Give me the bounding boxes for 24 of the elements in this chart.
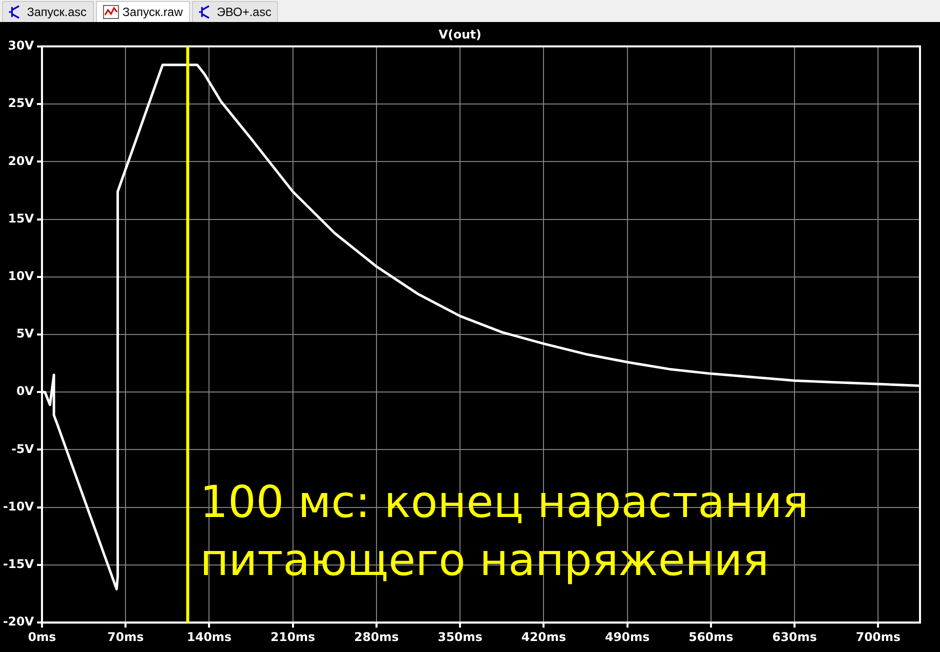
x-tick-label: 630ms [772, 630, 817, 644]
y-tick-label: -5V [11, 442, 35, 456]
y-tick-label: 30V [8, 38, 35, 53]
x-tick-label: 560ms [688, 630, 734, 644]
x-tick-label: 210ms [270, 630, 316, 644]
x-tick-label: 350ms [438, 630, 482, 644]
annotation: 100 мс: конец нарастания питающего напряжения [200, 476, 810, 588]
x-tick-label: 490ms [604, 630, 650, 644]
y-tick-label: -20V [3, 614, 35, 629]
y-tick-label: 5V [16, 326, 35, 341]
y-tick-label: 10V [8, 269, 35, 284]
y-tick-label: 25V [8, 96, 35, 110]
x-tick-label: 420ms [521, 630, 566, 644]
y-tick-label: -15V [3, 557, 35, 572]
y-tick-label: 0V [16, 384, 35, 398]
x-tick-label: 280ms [354, 630, 399, 644]
x-tick-label: 70ms [107, 630, 144, 644]
y-tick-label: 20V [8, 154, 35, 168]
x-tick-label: 0ms [28, 630, 56, 644]
x-tick-label: 140ms [186, 630, 232, 644]
x-tick-label: 700ms [856, 630, 901, 644]
y-tick-label: 15V [8, 211, 35, 226]
chart-title: V(out) [438, 27, 482, 42]
y-tick-label: -10V [3, 499, 35, 514]
